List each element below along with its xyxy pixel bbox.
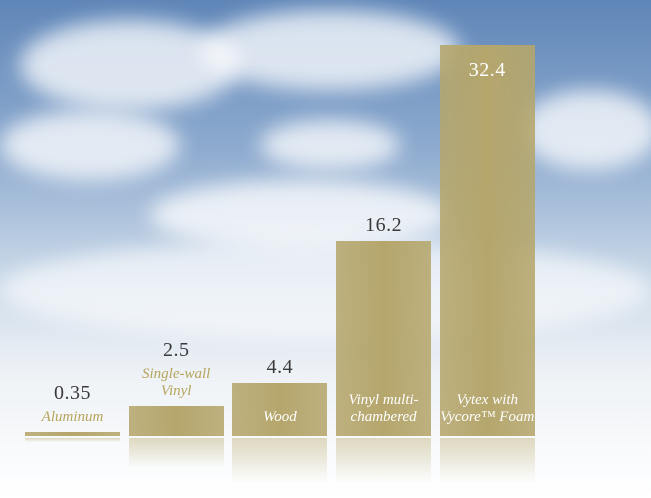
category-label: Single-wall Vinyl [142, 365, 211, 399]
bar: 32.4 Vytex with Vycore™ Foam [439, 45, 535, 436]
category-label: Aluminum [41, 408, 104, 425]
category-label: Vinyl multi-chambered [348, 392, 419, 425]
bar-group: 0.35 Aluminum [25, 382, 120, 436]
bar-group: 4.4 Wood [232, 355, 328, 436]
cloud [520, 90, 651, 170]
bar: Vinyl multi-chambered [336, 240, 432, 436]
cloud [0, 110, 180, 180]
bar-reflection [232, 438, 328, 483]
value-label: 16.2 [365, 213, 403, 236]
category-label: Wood [263, 409, 297, 425]
bar-reflection [128, 438, 224, 469]
value-label: 0.35 [54, 381, 91, 404]
cloud [200, 10, 460, 90]
bar-reflection [439, 438, 535, 483]
cloud [150, 180, 450, 250]
value-label: 2.5 [162, 338, 190, 361]
bar-reflection [336, 438, 432, 483]
bar [25, 431, 120, 436]
bar-reflection [25, 438, 120, 443]
bar-group: 32.4 Vytex with Vycore™ Foam [439, 45, 535, 436]
bar: Wood [232, 382, 328, 436]
cloud [20, 20, 240, 110]
cloud [0, 240, 651, 340]
bar-group: 16.2 Vinyl multi-chambered [336, 213, 432, 436]
value-label: 4.4 [266, 355, 294, 378]
cloud [260, 120, 400, 170]
category-label: Vytex with Vycore™ Foam [440, 392, 535, 425]
value-label: 32.4 [468, 59, 506, 81]
bar [128, 405, 224, 436]
bar-group: 2.5 Single-wall Vinyl [128, 338, 224, 436]
